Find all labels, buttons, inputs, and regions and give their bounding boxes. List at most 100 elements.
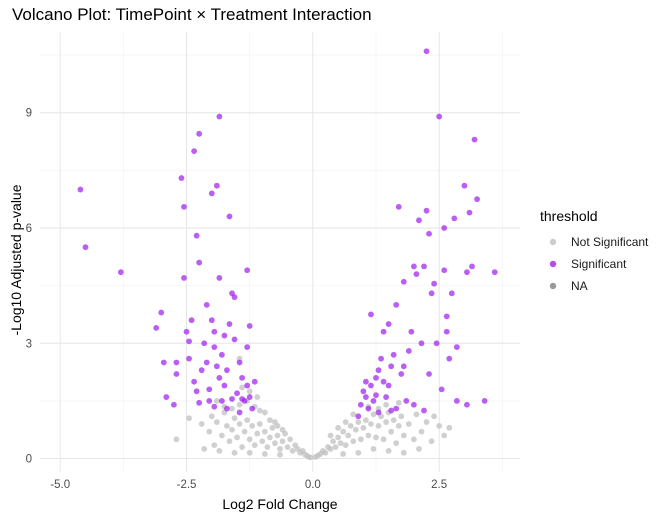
data-point (279, 438, 286, 445)
data-point (218, 432, 225, 439)
data-point (436, 113, 443, 120)
data-point (400, 278, 407, 285)
data-point (423, 419, 430, 425)
data-point (226, 213, 233, 220)
data-point (350, 411, 357, 418)
data-point (272, 440, 278, 447)
series-not-significant (173, 355, 453, 461)
data-point (426, 230, 432, 237)
data-point (395, 399, 402, 406)
data-point (173, 371, 180, 377)
x-tick-label: 2.5 (431, 479, 447, 491)
legend-key (549, 260, 557, 268)
data-point (375, 422, 382, 429)
data-point (251, 378, 258, 385)
data-point (173, 436, 180, 443)
data-point (261, 451, 268, 457)
data-point (360, 424, 367, 431)
data-point (251, 442, 258, 449)
data-point (226, 321, 233, 327)
data-point (231, 294, 238, 301)
data-point (418, 428, 425, 435)
data-point (246, 449, 253, 456)
data-point (191, 378, 198, 385)
data-point (211, 328, 218, 335)
data-point (191, 148, 198, 155)
data-point (342, 419, 349, 425)
data-point (274, 432, 281, 439)
data-point (198, 367, 205, 374)
data-point (216, 275, 223, 281)
data-point (216, 113, 223, 120)
data-point (289, 447, 296, 454)
data-point (393, 301, 400, 308)
data-point (221, 332, 228, 339)
data-points (77, 48, 498, 461)
legend-title: threshold (540, 208, 598, 224)
data-point (395, 422, 402, 429)
data-point (246, 323, 253, 329)
data-point (383, 401, 390, 408)
data-point (365, 405, 372, 412)
data-point (362, 394, 369, 400)
data-point (390, 351, 397, 358)
chart-title: Volcano Plot: TimePoint × Treatment Inte… (12, 5, 372, 24)
data-point (368, 382, 374, 389)
data-point (264, 444, 271, 450)
data-point (481, 398, 488, 404)
data-point (206, 386, 213, 393)
data-point (239, 374, 246, 381)
data-point (388, 363, 395, 370)
data-point (213, 419, 220, 425)
data-point (428, 290, 435, 297)
data-point (236, 359, 243, 366)
data-point (469, 263, 475, 270)
data-point (327, 446, 334, 452)
data-point (229, 405, 235, 412)
data-point (196, 130, 203, 137)
data-point (385, 321, 392, 327)
data-point (229, 426, 235, 433)
legend-label: Not Significant (571, 235, 649, 249)
data-point (254, 430, 261, 437)
data-point (158, 309, 165, 316)
data-point (196, 399, 203, 406)
legend-key (549, 238, 557, 246)
data-point (181, 203, 187, 210)
data-point (213, 363, 220, 370)
y-axis-ticks: 0 3 6 9 (26, 108, 32, 466)
data-point (211, 403, 218, 410)
data-point (183, 328, 190, 335)
data-point (208, 190, 215, 197)
data-point (448, 290, 455, 297)
data-point (234, 434, 240, 441)
data-point (355, 449, 362, 456)
data-point (342, 442, 349, 449)
data-point (173, 359, 180, 366)
data-point (370, 446, 377, 452)
data-point (418, 340, 425, 347)
x-axis-title: Log2 Fold Change (222, 496, 337, 512)
data-point (362, 417, 369, 424)
data-point (385, 382, 392, 389)
data-point (385, 447, 392, 454)
data-point (405, 421, 412, 427)
data-point (474, 196, 480, 203)
data-point (370, 398, 377, 404)
data-point (416, 446, 422, 452)
data-point (178, 175, 185, 181)
data-point (203, 359, 210, 366)
data-point (453, 344, 460, 351)
data-point (431, 413, 438, 420)
data-point (256, 421, 263, 427)
x-axis-ticks: -5.0 -2.5 0.0 2.5 (50, 479, 447, 491)
data-point (322, 449, 329, 456)
data-point (461, 182, 468, 189)
data-point (218, 351, 225, 358)
data-point (287, 436, 294, 443)
data-point (370, 411, 377, 418)
data-point (206, 398, 213, 404)
data-point (423, 48, 430, 55)
data-point (393, 440, 400, 447)
data-point (221, 382, 228, 389)
